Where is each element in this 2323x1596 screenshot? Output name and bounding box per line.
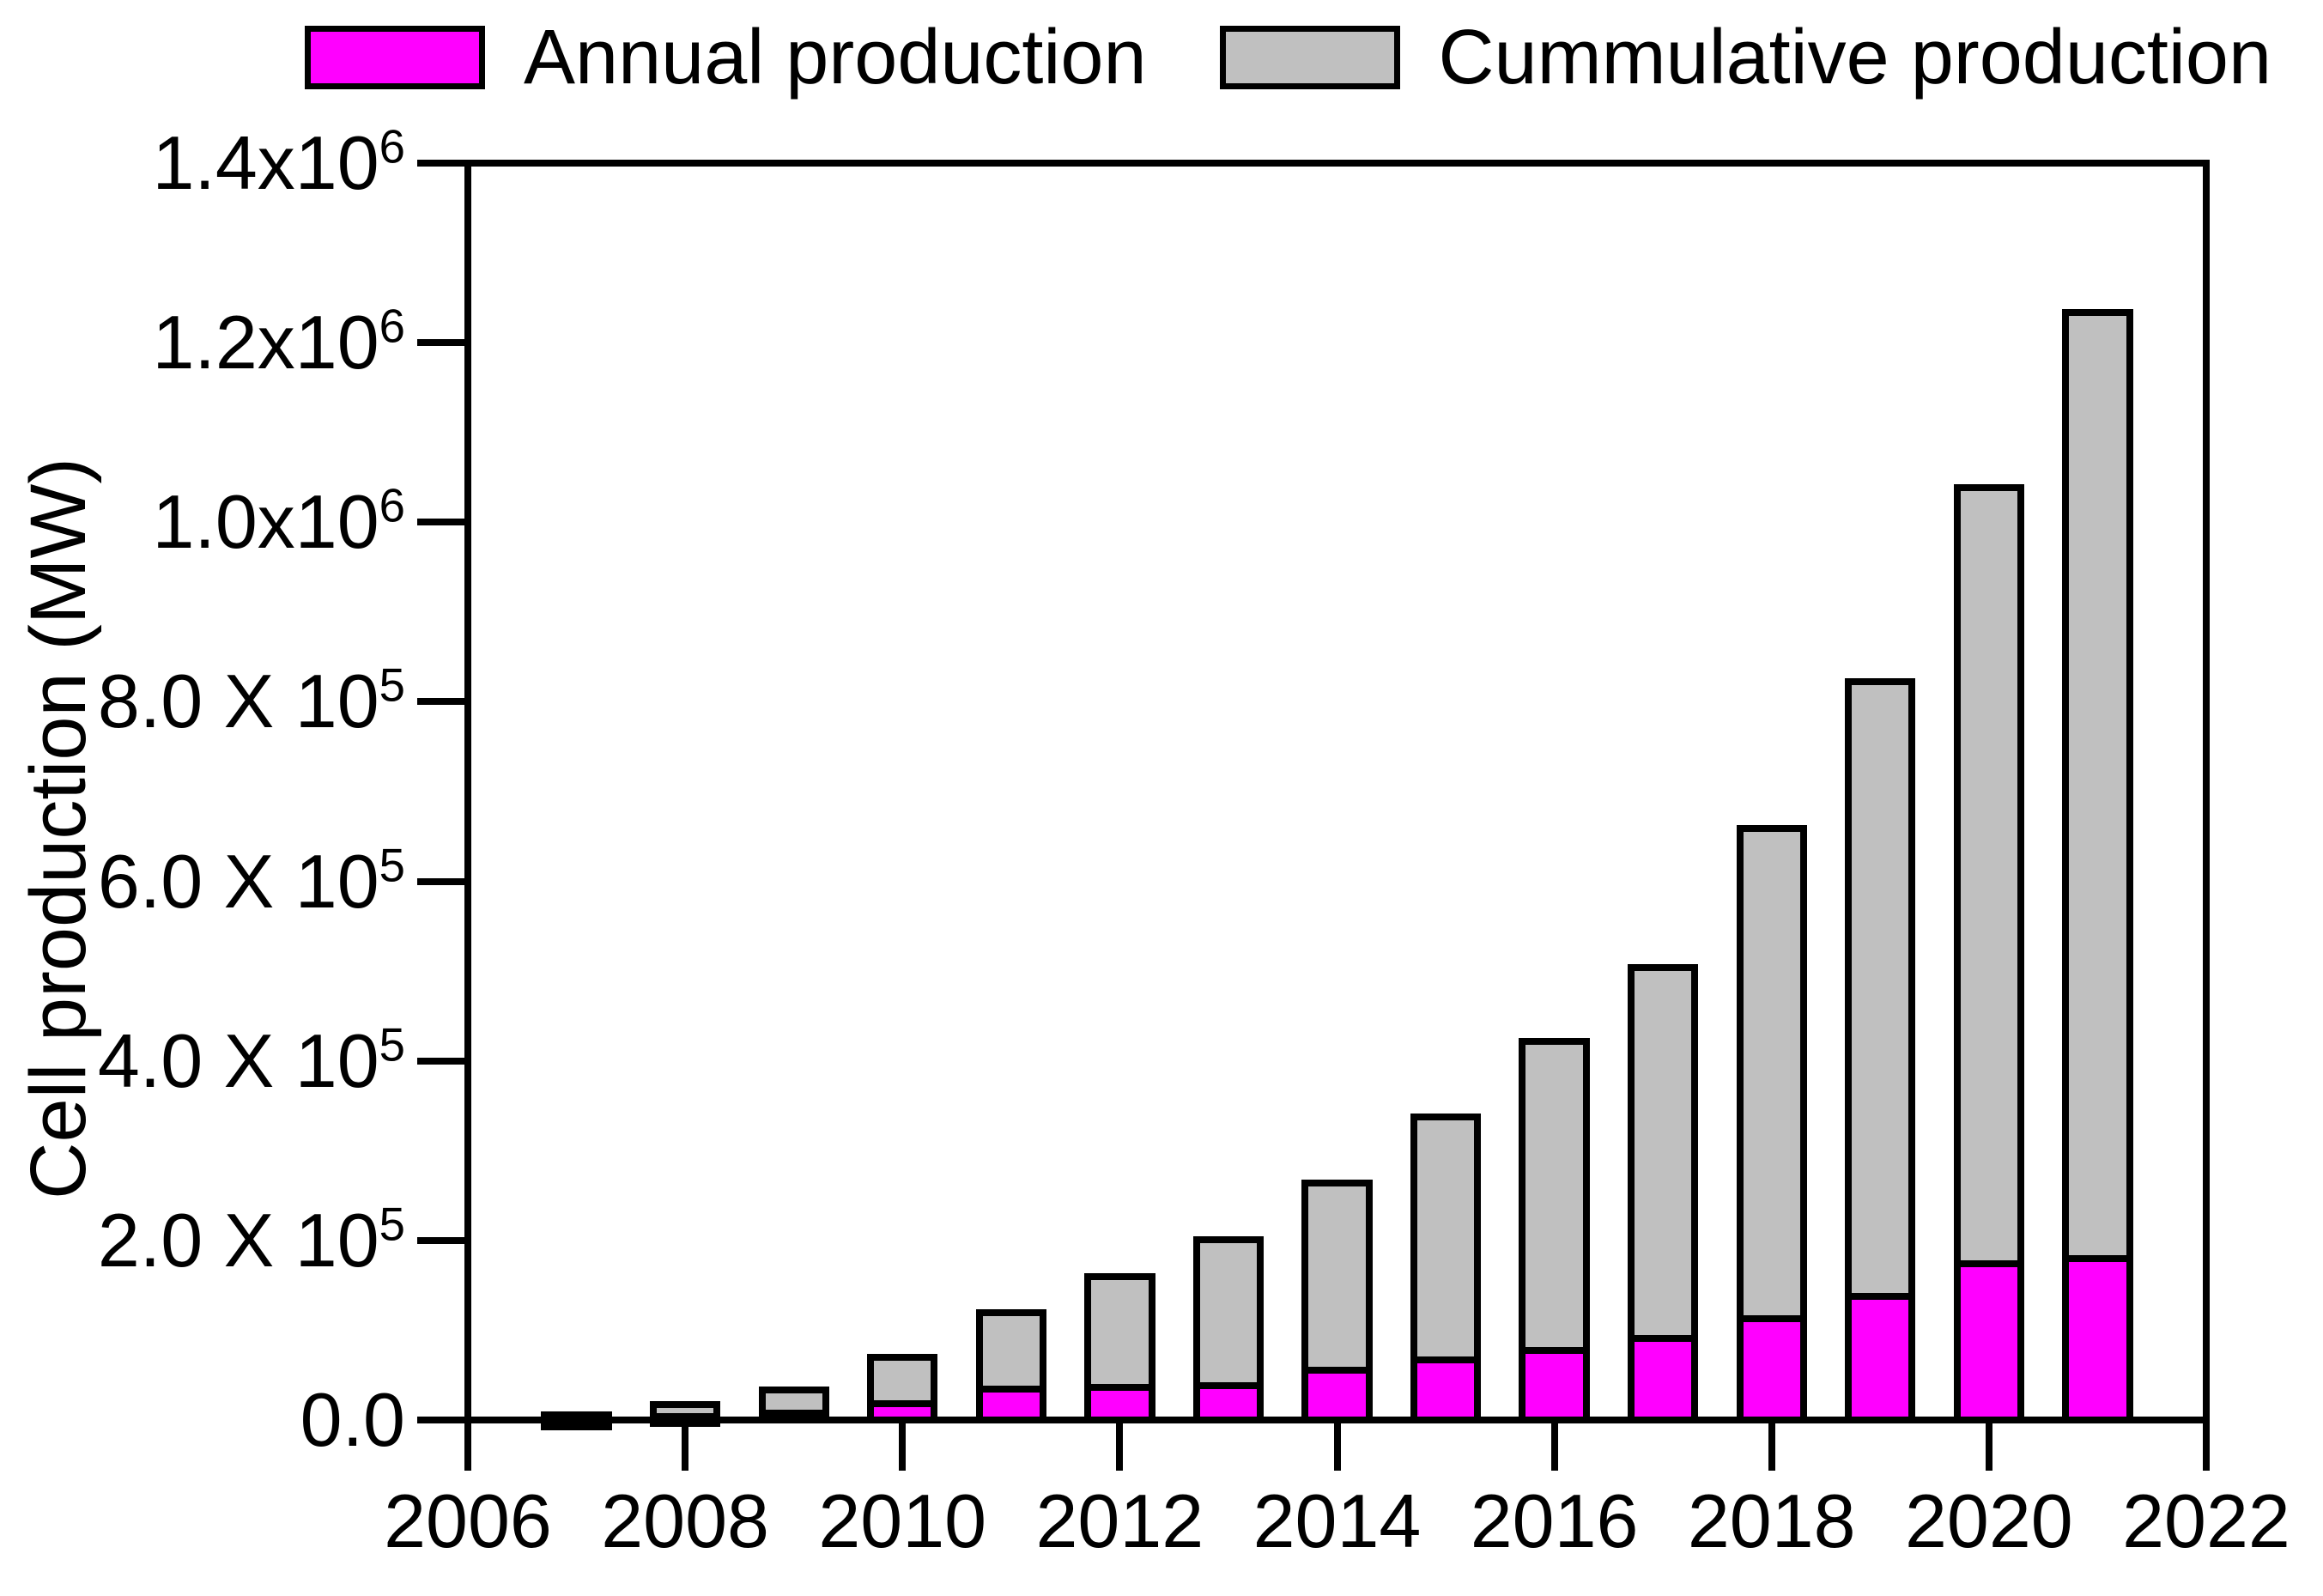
- x-tick-label: 2022: [2122, 1478, 2290, 1563]
- x-tick-label: 2014: [1252, 1478, 1422, 1563]
- x-tick-label: 2012: [1035, 1478, 1204, 1563]
- x-axis-tick: [899, 1423, 907, 1471]
- legend-item-annual: Annual production: [305, 19, 1147, 96]
- x-axis-tick: [2203, 1423, 2210, 1471]
- x-tick-label: 2018: [1687, 1478, 1856, 1563]
- x-tick-label: 2020: [1904, 1478, 2073, 1563]
- legend-label-cumulative-production: Cummulative production: [1438, 15, 2271, 100]
- x-tick-label: 2016: [1470, 1478, 1639, 1563]
- bar-annual-2007: [541, 1416, 612, 1430]
- x-axis-tick: [1768, 1423, 1775, 1471]
- bar-annual-2012: [1084, 1384, 1155, 1423]
- x-axis-tick: [1116, 1423, 1124, 1471]
- y-tick-label: 8.0 X 105: [97, 658, 405, 744]
- y-tick-label: 2.0 X 105: [97, 1197, 405, 1283]
- x-axis-tick: [682, 1423, 689, 1471]
- y-axis-tick: [417, 519, 464, 526]
- bar-annual-2010: [867, 1399, 938, 1423]
- bar-annual-2011: [975, 1386, 1046, 1423]
- x-tick-label: 2010: [818, 1478, 987, 1563]
- y-tick-label: 4.0 X 105: [97, 1017, 405, 1103]
- y-axis-tick: [417, 1236, 464, 1244]
- x-tick-label: 2006: [384, 1478, 552, 1563]
- y-tick-label: 0.0: [300, 1377, 405, 1462]
- y-tick-label: 6.0 X 105: [97, 838, 405, 924]
- bar-annual-2021: [2062, 1254, 2133, 1423]
- bar-annual-2020: [1953, 1259, 2024, 1423]
- x-axis-tick: [1985, 1423, 1992, 1471]
- bar-annual-2018: [1736, 1314, 1807, 1423]
- x-axis-tick: [464, 1423, 471, 1471]
- x-axis-tick: [1333, 1423, 1341, 1471]
- y-axis-tick: [417, 1417, 464, 1423]
- bar-annual-2017: [1628, 1334, 1699, 1423]
- bar-annual-2009: [758, 1409, 829, 1423]
- legend-swatch-cumulative-production: [1219, 26, 1400, 89]
- bar-annual-2016: [1519, 1347, 1590, 1423]
- y-axis-tick: [417, 339, 464, 347]
- bar-annual-2019: [1845, 1292, 1916, 1423]
- bar-annual-2015: [1410, 1356, 1482, 1423]
- legend-item-cumulative: Cummulative production: [1219, 15, 2271, 100]
- legend-swatch-annual-production: [305, 26, 485, 89]
- y-tick-label: 1.0x106: [152, 479, 405, 565]
- bar-annual-2014: [1301, 1367, 1373, 1423]
- y-tick-label: 1.2x106: [152, 300, 405, 385]
- y-axis-tick: [417, 160, 464, 167]
- x-tick-label: 2008: [601, 1478, 769, 1563]
- y-tick-label: 1.4x106: [152, 120, 405, 205]
- legend: Annual production Cummulative production: [305, 19, 2271, 96]
- bar-annual-2013: [1192, 1382, 1265, 1423]
- y-axis-tick: [417, 698, 464, 706]
- y-axis-tick: [417, 1057, 464, 1065]
- y-axis-tick: [417, 877, 464, 885]
- legend-label-annual-production: Annual production: [524, 15, 1147, 100]
- x-axis-tick: [1550, 1423, 1558, 1471]
- bar-cumulative-2021: [2062, 309, 2133, 1423]
